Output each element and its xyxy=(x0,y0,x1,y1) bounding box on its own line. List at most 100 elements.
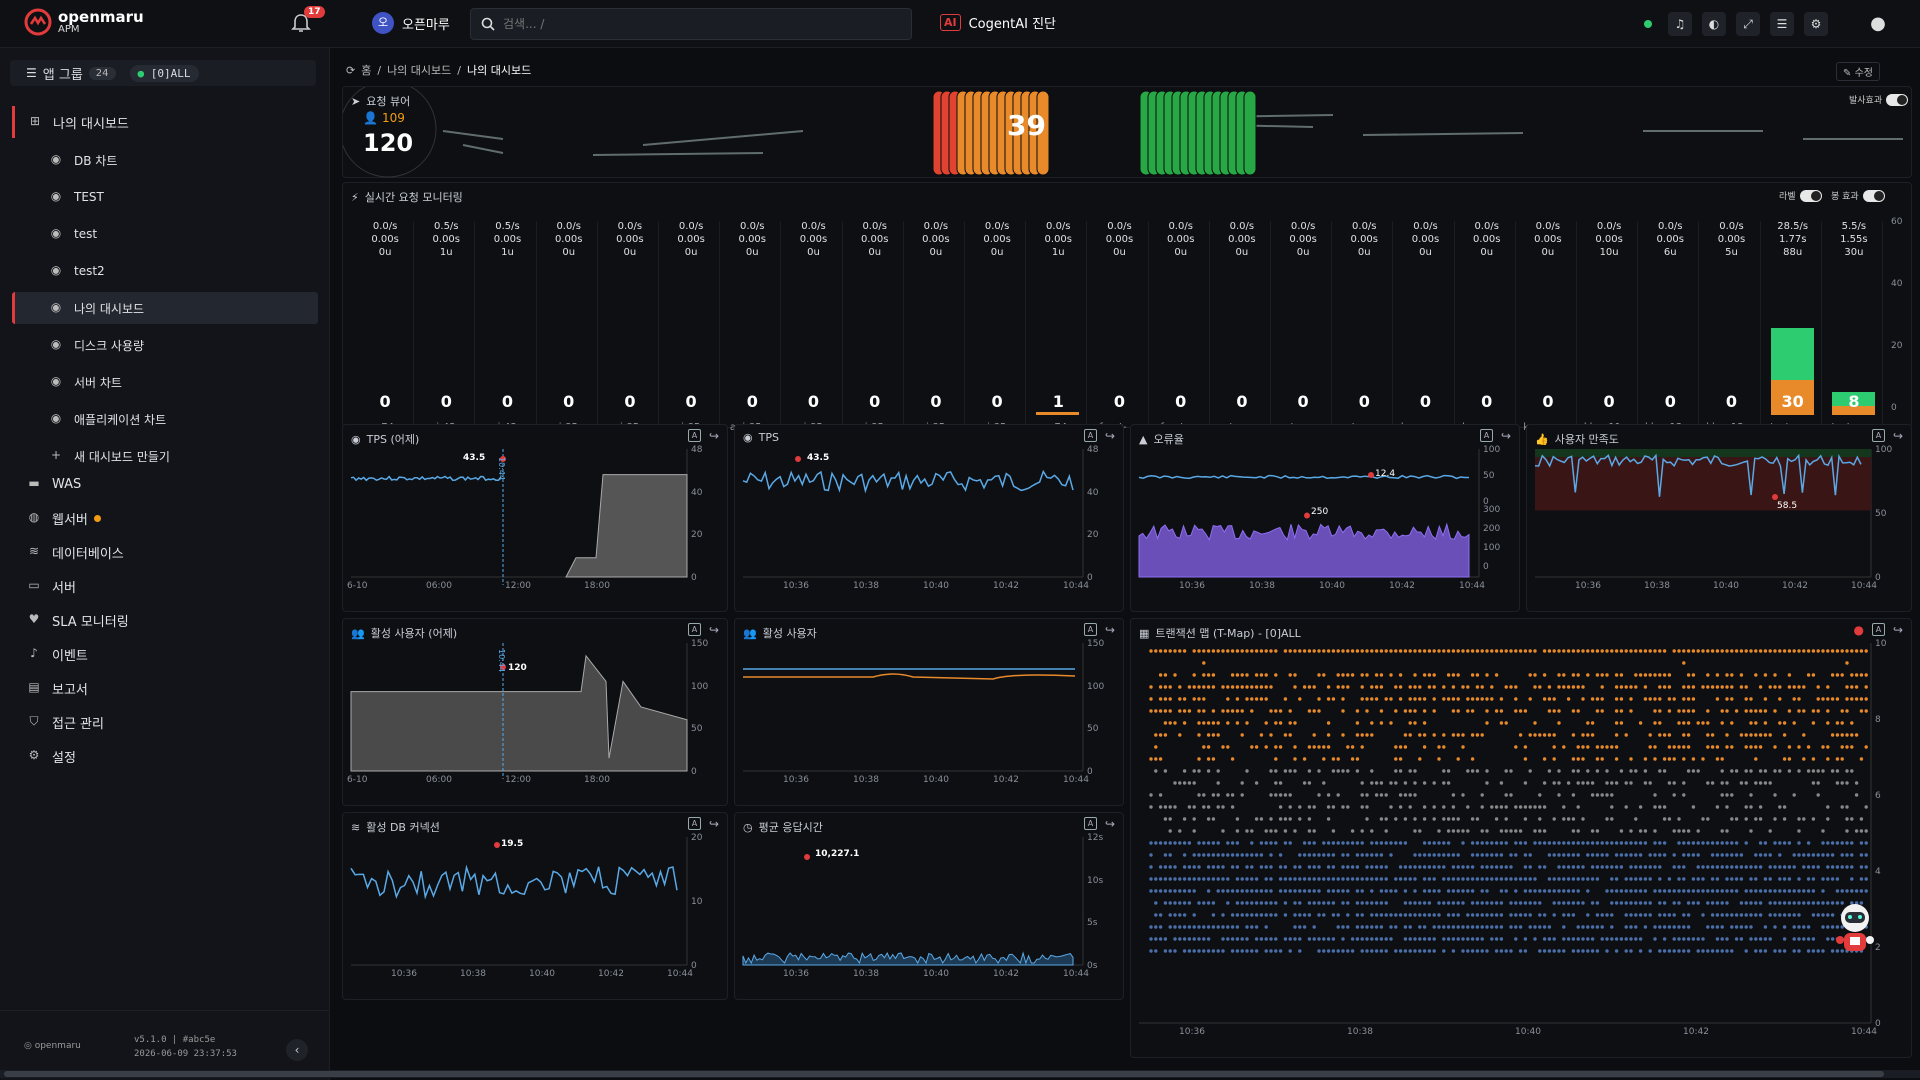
share-icon[interactable]: ↪ xyxy=(1892,623,1903,637)
user-menu[interactable]: 오 오픈마루 xyxy=(372,12,450,34)
refresh-icon[interactable]: ⟳ xyxy=(346,63,356,77)
breadcrumb-parent[interactable]: 나의 대시보드 xyxy=(387,64,452,77)
search-input[interactable] xyxy=(503,17,883,31)
sidebar-menu-item[interactable]: ♥ SLA 모니터링 xyxy=(12,604,318,636)
ai-analyze-button[interactable]: A xyxy=(687,817,701,830)
ai-analyze-button[interactable]: A xyxy=(1871,623,1885,636)
new-dashboard-button[interactable]: + 새 대시보드 만들기 xyxy=(12,440,318,472)
realtime-column[interactable]: 0.0/s0.00s0u0api-85 … xyxy=(602,221,659,433)
label-switch[interactable] xyxy=(1799,189,1822,202)
realtime-column[interactable]: 0.0/s0.00s0u0front- … xyxy=(1091,221,1149,433)
sidebar-menu-item[interactable]: ◍ 웹서버 xyxy=(12,502,318,534)
realtime-column[interactable]: 0.0/s0.00s1u1eap74-… xyxy=(1030,221,1088,433)
realtime-column[interactable]: 5.5/s1.55s30u8testap … xyxy=(1826,221,1883,433)
ai-analyze-button[interactable]: A xyxy=(1083,817,1097,830)
tmap-dot xyxy=(1749,733,1753,737)
tmap-dot xyxy=(1456,865,1460,869)
ai-assistant-robot[interactable] xyxy=(1832,900,1878,960)
realtime-column[interactable]: 0.0/s0.00s0u0api-85 … xyxy=(663,221,721,433)
dashboard-header[interactable]: ⊞ 나의 대시보드 xyxy=(12,106,318,138)
share-icon[interactable]: ↪ xyxy=(1500,429,1511,443)
sidebar-menu-item[interactable]: ▬ WAS xyxy=(12,468,318,500)
share-icon[interactable]: ↪ xyxy=(1104,623,1115,637)
share-icon[interactable]: ↪ xyxy=(708,817,719,831)
tmap-dot xyxy=(1715,757,1720,761)
menu-button[interactable]: ☰ xyxy=(1770,12,1794,36)
realtime-column[interactable]: 0.0/s0.00s0u0api-85 … xyxy=(785,221,843,433)
profile-button[interactable]: ● xyxy=(1866,12,1890,36)
fire-effect-switch[interactable] xyxy=(1886,93,1909,106)
horizontal-scrollbar[interactable] xyxy=(0,1070,1920,1078)
realtime-column[interactable]: 28.5/s1.77s88u30testap … xyxy=(1765,221,1822,433)
sidebar-menu-item[interactable]: ▤ 보고서 xyxy=(12,672,318,704)
cogentai-button[interactable]: AI CogentAI 진단 xyxy=(940,13,1056,32)
realtime-column[interactable]: 0.0/s0.00s0u0eap74-… xyxy=(357,221,415,433)
share-icon[interactable]: ↪ xyxy=(1104,817,1115,831)
realtime-column[interactable]: 0.0/s0.00s0u0api-85 … xyxy=(847,221,904,433)
tmap-dot xyxy=(1523,757,1528,761)
breadcrumb-home[interactable]: 홈 xyxy=(361,64,372,77)
realtime-column[interactable]: 0.0/s0.00s0u0api-85 … xyxy=(908,221,965,433)
share-icon[interactable]: ↪ xyxy=(708,623,719,637)
share-icon[interactable]: ↪ xyxy=(1104,429,1115,443)
realtime-column[interactable]: 0.0/s0.00s0u0api-85 … xyxy=(541,221,598,433)
ai-analyze-button[interactable]: A xyxy=(1083,623,1097,636)
tmap-dot xyxy=(1230,649,1235,653)
realtime-column[interactable]: 0.0/s0.00s0u0api-85 … xyxy=(724,221,782,433)
sidebar-dashboard-item[interactable]: ◉ test xyxy=(12,218,318,250)
tmap-dot xyxy=(1754,721,1758,725)
share-icon[interactable]: ↪ xyxy=(1892,429,1903,443)
ai-analyze-button[interactable]: A xyxy=(1083,429,1097,442)
search-box[interactable] xyxy=(470,8,912,40)
tmap-dot xyxy=(1706,901,1710,905)
realtime-column[interactable]: 0.0/s0.00s0u0gatewa … xyxy=(1214,221,1271,433)
sidebar-dashboard-item[interactable]: ◉ 서버 차트 xyxy=(12,366,318,398)
sidebar-menu-item[interactable]: ▭ 서버 xyxy=(12,570,318,602)
sidebar-menu-item[interactable]: ⛉ 접근 관리 xyxy=(12,706,318,738)
sidebar-dashboard-item[interactable]: ◉ 애플리케이션 차트 xyxy=(12,403,318,435)
edit-button[interactable]: ✎ 수정 xyxy=(1836,62,1880,81)
fire-effect-toggle[interactable]: 발사효과 xyxy=(1849,93,1909,106)
realtime-column[interactable]: 0.0/s0.00s0u0front- … xyxy=(1153,221,1210,433)
realtime-column[interactable]: 0.0/s0.00s0u0kcyang … xyxy=(1520,221,1577,433)
tmap-dot xyxy=(1571,685,1576,689)
ai-analyze-button[interactable]: A xyxy=(687,623,701,636)
tmap-dot xyxy=(1662,853,1667,857)
sidebar-dashboard-item[interactable]: ◉ TEST xyxy=(12,181,318,213)
ai-analyze-button[interactable]: A xyxy=(1479,429,1493,442)
bar-effect-switch[interactable] xyxy=(1862,189,1885,202)
label-toggle[interactable]: 라벨 xyxy=(1779,189,1822,202)
tmap-dot xyxy=(1682,877,1686,881)
theme-button[interactable]: ◐ xyxy=(1702,12,1726,36)
sidebar-dashboard-item[interactable]: ◉ 디스크 사용량 xyxy=(12,329,318,361)
logo[interactable]: openmaru APM xyxy=(24,8,144,36)
realtime-column[interactable]: 0.0/s0.00s0u0gatewa … xyxy=(1275,221,1333,433)
sidebar-dashboard-item[interactable]: ◉ DB 차트 xyxy=(12,144,318,176)
sidebar-menu-item[interactable]: ≋ 데이터베이스 xyxy=(12,536,318,568)
sidebar-dashboard-item[interactable]: ◉ test2 xyxy=(12,255,318,287)
fullscreen-button[interactable]: ⤢ xyxy=(1736,12,1760,36)
realtime-column[interactable]: 0.0/s0.00s0u0api-85 … xyxy=(969,221,1027,433)
share-icon[interactable]: ↪ xyxy=(708,429,719,443)
collapse-sidebar-button[interactable]: ‹ xyxy=(286,1039,308,1061)
bar-effect-toggle[interactable]: 봉 효과 xyxy=(1831,189,1885,202)
realtime-column[interactable]: 0.0/s0.00s10u0khan11 … xyxy=(1581,221,1639,433)
sidebar-menu-item[interactable]: ♪ 이벤트 xyxy=(12,638,318,670)
settings-button[interactable]: ⚙ xyxy=(1804,12,1828,36)
realtime-column[interactable]: 0.0/s0.00s0u0kcyang … xyxy=(1397,221,1455,433)
sidebar-dashboard-item[interactable]: ◉ 나의 대시보드 xyxy=(12,292,318,324)
realtime-column[interactable]: 0.0/s0.00s5u0khan13 … xyxy=(1703,221,1761,433)
sidebar-menu-item[interactable]: ⚙ 설정 xyxy=(12,740,318,772)
realtime-column[interactable]: 0.0/s0.00s0u0gatewa … xyxy=(1336,221,1394,433)
ai-analyze-button[interactable]: A xyxy=(687,429,701,442)
notification-button[interactable]: 17 xyxy=(290,6,325,36)
bell-button[interactable]: ♫ xyxy=(1668,12,1692,36)
realtime-column[interactable]: 0.0/s0.00s0u0kcyang … xyxy=(1459,221,1516,433)
all-chip[interactable]: ● [0]ALL xyxy=(129,64,199,82)
tmap-dot xyxy=(1307,889,1312,893)
realtime-column[interactable]: 0.5/s0.00s1u0api-43 … xyxy=(479,221,537,433)
ai-analyze-button[interactable]: A xyxy=(1871,429,1885,442)
realtime-column[interactable]: 0.5/s0.00s1u0api-43 … xyxy=(418,221,476,433)
app-group-bar[interactable]: ☰ 앱 그룹 24 ● [0]ALL xyxy=(10,60,316,86)
realtime-column[interactable]: 0.0/s0.00s6u0khan12 … xyxy=(1642,221,1700,433)
